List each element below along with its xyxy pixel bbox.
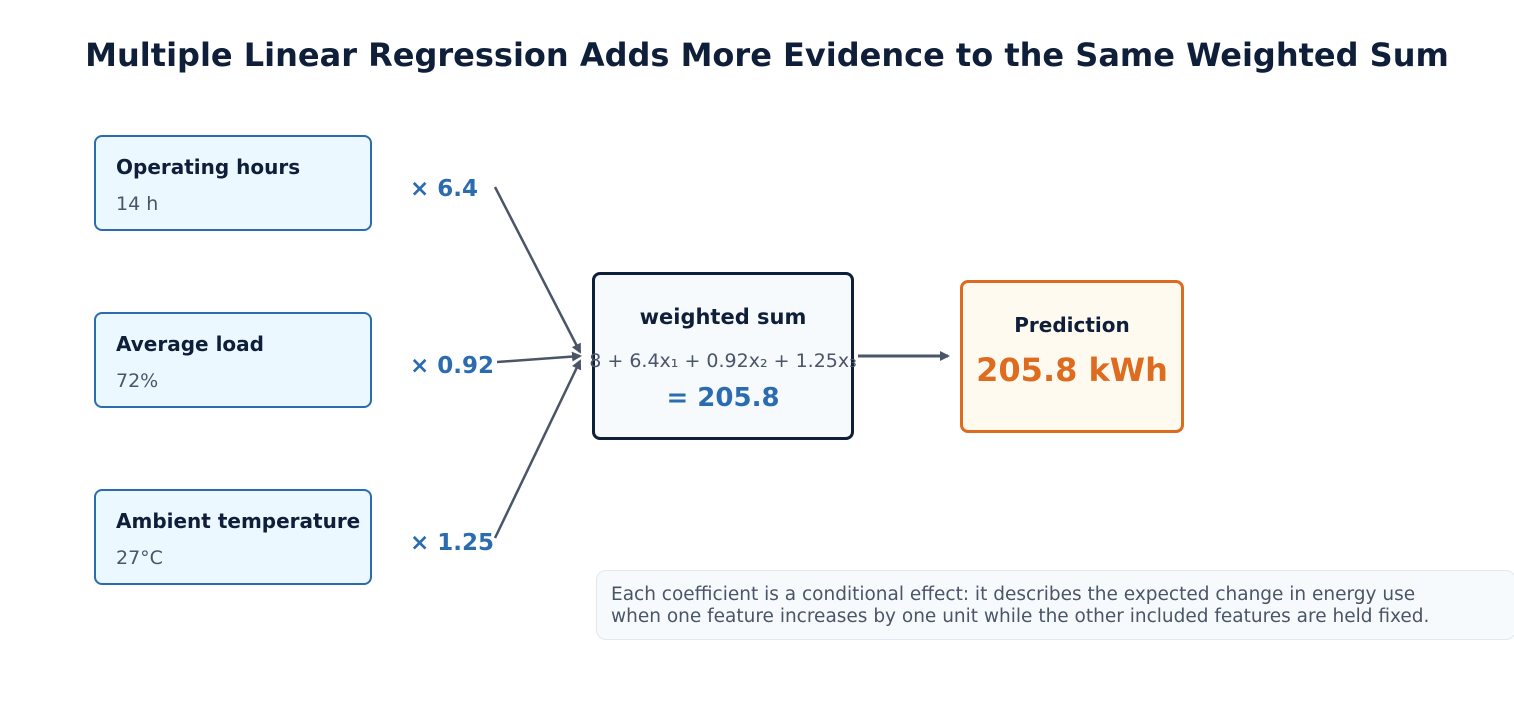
weighted-sum-heading: weighted sum bbox=[639, 305, 807, 329]
coefficient-ambient-temperature: × 1.25 bbox=[410, 530, 495, 556]
feature-box-ambient-temperature: Ambient temperature 27°C bbox=[94, 489, 372, 585]
diagram-title: Multiple Linear Regression Adds More Evi… bbox=[85, 36, 1449, 74]
note-line-2: when one feature increases by one unit w… bbox=[611, 606, 1430, 627]
prediction-box: Prediction 205.8 kWh bbox=[960, 280, 1184, 433]
coefficient-operating-hours: × 6.4 bbox=[410, 176, 479, 202]
prediction-heading: Prediction bbox=[1014, 313, 1130, 337]
feature-name: Average load bbox=[116, 332, 264, 356]
prediction-value: 205.8 kWh bbox=[976, 351, 1168, 389]
coefficient-average-load: × 0.92 bbox=[410, 353, 495, 379]
weighted-sum-result: = 205.8 bbox=[666, 383, 780, 413]
arrow-ambient-temperature-to-sum bbox=[493, 359, 582, 539]
feature-name: Operating hours bbox=[116, 155, 301, 179]
feature-box-average-load: Average load 72% bbox=[94, 312, 372, 408]
arrow-operating-hours-to-sum bbox=[493, 186, 582, 354]
weighted-sum-formula: 8 + 6.4x₁ + 0.92x₂ + 1.25x₃ bbox=[589, 350, 857, 372]
arrow-average-load-to-sum bbox=[496, 351, 582, 364]
feature-name: Ambient temperature bbox=[116, 509, 361, 533]
explanation-note: Each coefficient is a conditional effect… bbox=[596, 570, 1514, 640]
weighted-sum-box: weighted sum 8 + 6.4x₁ + 0.92x₂ + 1.25x₃… bbox=[589, 272, 857, 440]
feature-value: 14 h bbox=[116, 193, 159, 215]
feature-box-operating-hours: Operating hours 14 h bbox=[94, 135, 372, 231]
note-line-1: Each coefficient is a conditional effect… bbox=[611, 584, 1416, 605]
feature-value: 27°C bbox=[116, 547, 163, 569]
feature-value: 72% bbox=[116, 370, 159, 392]
